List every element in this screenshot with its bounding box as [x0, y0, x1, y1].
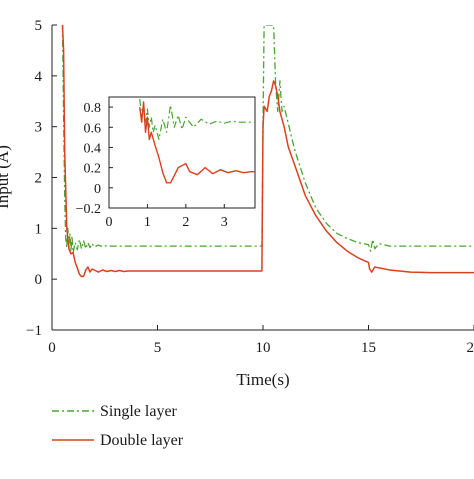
main-x-tick-label: 5	[154, 340, 162, 356]
main-y-tick-label: 3	[35, 120, 43, 136]
main-x-tick-label: 20	[467, 340, 474, 356]
main-y-tick-label: 2	[35, 171, 43, 187]
y-axis-title: Input (A)	[0, 145, 12, 209]
inset-x-tick-label: 1	[144, 215, 151, 230]
main-x-tick-label: 15	[361, 340, 376, 356]
main-x-tick-label: 0	[48, 340, 56, 356]
legend-label-single-layer: Single layer	[100, 403, 178, 420]
inset-x-tick-label: 0	[106, 215, 113, 230]
inset-y-tick-label: 0.8	[84, 101, 102, 116]
x-axis-title: Time(s)	[236, 370, 289, 389]
inset-y-tick-label: 0.2	[84, 162, 102, 177]
legend-label-double-layer: Double layer	[100, 432, 184, 449]
main-y-tick-label: 5	[35, 18, 43, 34]
inset-x-tick-label: 3	[221, 215, 228, 230]
legend: Single layer Double layer	[52, 403, 184, 449]
inset-y-tick-label: 0.6	[84, 121, 102, 136]
inset-plot: 0 1 2 3 0.8 0.6 0.4 0.2 0 −0.2	[76, 97, 255, 230]
main-y-tick-label: −1	[26, 323, 42, 339]
inset-x-tick-label: 2	[182, 215, 189, 230]
inset-y-tick-label: 0	[94, 182, 101, 197]
inset-y-tick-label: −0.2	[76, 202, 101, 217]
main-x-tick-label: 10	[256, 340, 271, 356]
inset-y-tick-label: 0.4	[84, 141, 102, 156]
main-y-tick-label: 1	[35, 221, 43, 237]
inset-frame	[109, 97, 255, 208]
main-y-tick-label: 4	[35, 69, 43, 85]
main-y-tick-label: 0	[35, 272, 43, 288]
